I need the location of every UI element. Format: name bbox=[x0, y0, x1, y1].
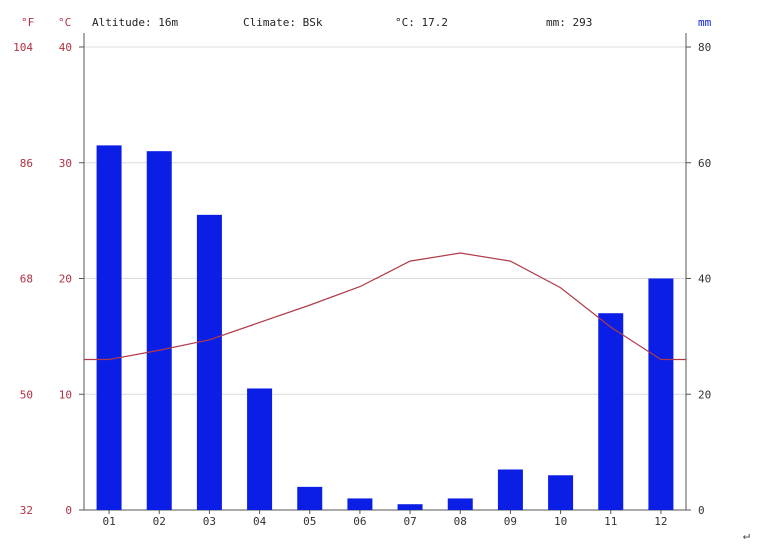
x-tick-label: 12 bbox=[654, 515, 667, 528]
precipitation-bar bbox=[598, 313, 624, 510]
fahrenheit-unit-label: °F bbox=[21, 16, 35, 29]
mm-unit-label: mm bbox=[698, 16, 712, 29]
y-tick-label-celsius: 30 bbox=[59, 157, 72, 170]
precipitation-bar bbox=[96, 145, 122, 510]
y-tick-label-celsius: 0 bbox=[65, 504, 72, 517]
y-tick-label-fahrenheit: 32 bbox=[20, 504, 33, 517]
y-tick-label-fahrenheit: 104 bbox=[13, 41, 33, 54]
mean-temperature-label: °C: 17.2 bbox=[395, 16, 448, 29]
x-tick-label: 09 bbox=[504, 515, 517, 528]
precipitation-bar bbox=[297, 486, 323, 510]
y-tick-label-mm: 0 bbox=[698, 504, 705, 517]
y-tick-label-celsius: 10 bbox=[59, 388, 72, 401]
precipitation-bar bbox=[548, 475, 574, 510]
return-mark: ↵ bbox=[742, 528, 750, 542]
x-tick-label: 08 bbox=[454, 515, 467, 528]
climate-label: Climate: BSk bbox=[243, 16, 323, 29]
x-tick-label: 07 bbox=[403, 515, 416, 528]
y-tick-label-fahrenheit: 50 bbox=[20, 388, 33, 401]
y-tick-label-mm: 60 bbox=[698, 157, 711, 170]
x-tick-label: 04 bbox=[253, 515, 267, 528]
y-tick-label-celsius: 40 bbox=[59, 41, 72, 54]
x-tick-label: 02 bbox=[153, 515, 166, 528]
x-tick-label: 06 bbox=[353, 515, 366, 528]
y-tick-label-fahrenheit: 68 bbox=[20, 273, 33, 286]
y-tick-label-mm: 40 bbox=[698, 273, 711, 286]
x-tick-label: 01 bbox=[102, 515, 115, 528]
y-tick-label-mm: 80 bbox=[698, 41, 711, 54]
precipitation-bar bbox=[397, 504, 423, 510]
y-tick-label-fahrenheit: 86 bbox=[20, 157, 33, 170]
x-tick-label: 05 bbox=[303, 515, 316, 528]
x-tick-label: 11 bbox=[604, 515, 617, 528]
temperature-line bbox=[84, 252, 686, 361]
precipitation-bar bbox=[648, 278, 674, 510]
y-tick-label-celsius: 20 bbox=[59, 273, 72, 286]
x-tick-label: 03 bbox=[203, 515, 216, 528]
precipitation-bar bbox=[196, 214, 222, 510]
precipitation-bar bbox=[347, 498, 373, 510]
precipitation-bar bbox=[497, 469, 523, 510]
precipitation-bar bbox=[247, 388, 273, 510]
precipitation-bar bbox=[447, 498, 473, 510]
celsius-unit-label: °C bbox=[58, 16, 72, 29]
precipitation-bar bbox=[146, 151, 172, 511]
y-tick-label-mm: 20 bbox=[698, 388, 711, 401]
altitude-label: Altitude: 16m bbox=[92, 16, 179, 29]
annual-precipitation-label: mm: 293 bbox=[546, 16, 593, 29]
x-tick-label: 10 bbox=[554, 515, 567, 528]
